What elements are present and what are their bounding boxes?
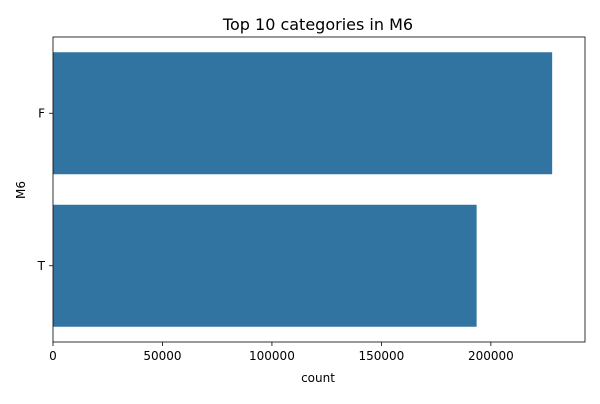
x-tick-label-50000: 50000 (143, 349, 181, 363)
y-axis-label: M6 (14, 181, 28, 199)
x-tick-label-200000: 200000 (468, 349, 514, 363)
chart-title: Top 10 categories in M6 (222, 15, 413, 34)
y-tick-label-T: T (37, 259, 46, 273)
x-axis-label: count (301, 371, 335, 385)
bar-T (53, 204, 477, 327)
axes-group: F T 0 50000 100000 150000 200000 (37, 36, 586, 363)
y-tick-label-F: F (38, 106, 45, 120)
x-tick-label-150000: 150000 (358, 349, 404, 363)
x-tick-label-100000: 100000 (249, 349, 295, 363)
x-tick-label-0: 0 (49, 349, 57, 363)
plot-frame (52, 36, 586, 343)
bar-F (53, 52, 553, 175)
bars-group (53, 52, 553, 327)
